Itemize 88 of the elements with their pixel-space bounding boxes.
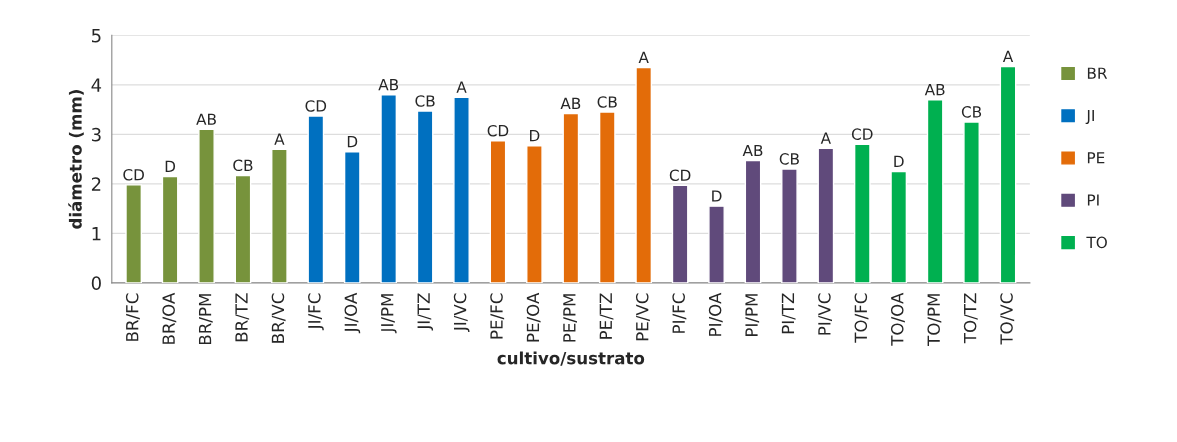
data-label: CB <box>779 153 799 165</box>
bar <box>380 94 398 283</box>
y-tick-label: 0 <box>91 276 101 290</box>
data-label: CB <box>233 159 253 172</box>
x-tick-label: JI/OA <box>344 292 361 334</box>
data-label: AB <box>560 97 581 110</box>
x-tick-label: JI/TZ <box>417 293 434 331</box>
data-label: CD <box>305 100 327 112</box>
data-label: CD <box>123 168 144 181</box>
data-label: A <box>638 51 649 63</box>
x-tick-label: TO/TZ <box>963 293 978 344</box>
x-axis-title: cultivo/sustrato <box>497 351 645 366</box>
y-tick-label: 4 <box>91 78 102 92</box>
bar <box>890 170 908 283</box>
bar <box>161 175 179 283</box>
data-label: CD <box>487 124 509 137</box>
bar <box>307 115 325 283</box>
x-tick-label: TO/FC <box>854 293 869 343</box>
x-tick-label: BR/FC <box>125 293 140 341</box>
x-tick-label: JI/FC <box>308 293 324 331</box>
data-label: D <box>712 190 722 202</box>
x-tick-label: JI/PM <box>381 294 397 334</box>
legend-label: PI <box>1087 194 1099 206</box>
bar <box>853 143 871 283</box>
x-tick-label: PI/OA <box>708 292 723 336</box>
data-label: A <box>820 132 831 144</box>
x-tick-label: PI/VC <box>818 293 833 335</box>
data-label: CB <box>961 106 982 118</box>
data-label: AB <box>196 113 216 125</box>
x-tick-label: PI/PM <box>745 294 760 336</box>
data-label: D <box>894 155 904 167</box>
x-tick-label: PE/FC <box>490 293 505 339</box>
bar <box>999 65 1017 283</box>
data-label: AB <box>742 144 763 157</box>
bar <box>562 112 580 283</box>
bar <box>198 128 215 283</box>
bar <box>271 148 288 283</box>
data-label: AB <box>924 84 945 96</box>
x-tick-label: BR/TZ <box>235 293 250 342</box>
bar <box>343 150 361 283</box>
bar <box>234 174 252 283</box>
legend-label: BR <box>1087 67 1108 79</box>
bar <box>926 99 944 283</box>
bar <box>526 145 543 283</box>
x-tick-label: PE/OA <box>526 292 541 342</box>
data-label: D <box>347 135 358 148</box>
x-tick-label: PE/TZ <box>599 293 614 339</box>
bar <box>453 96 470 283</box>
x-tick-label: BR/OA <box>162 292 177 344</box>
bar <box>708 205 725 283</box>
y-axis-title: diámetro (mm) <box>68 90 84 229</box>
x-tick-label: BR/PM <box>198 294 213 345</box>
x-tick-label: TO/VC <box>1000 293 1015 345</box>
data-label: CD <box>851 128 873 140</box>
data-label: CB <box>415 95 435 107</box>
x-tick-label: PE/PM <box>563 294 577 342</box>
bar <box>416 110 434 283</box>
x-tick-label: TO/OA <box>890 292 905 346</box>
data-label: D <box>530 130 540 142</box>
data-label: A <box>1002 50 1014 62</box>
y-tick-label: 3 <box>91 127 101 142</box>
bar <box>598 111 616 283</box>
bar <box>744 159 762 283</box>
bar <box>781 168 798 283</box>
data-label: CB <box>597 96 617 108</box>
x-tick-label: PI/FC <box>672 293 687 333</box>
data-label: AB <box>378 79 399 91</box>
x-tick-label: TO/PM <box>927 294 942 346</box>
data-label: CD <box>669 169 691 182</box>
bar <box>817 147 835 283</box>
y-tick-label: 2 <box>91 177 101 191</box>
bar <box>963 121 980 283</box>
y-tick-label: 5 <box>92 29 101 43</box>
legend-label: JI <box>1085 109 1094 125</box>
bar <box>635 66 653 283</box>
bar <box>671 184 689 283</box>
data-label: A <box>274 133 285 145</box>
x-tick-label: PI/TZ <box>781 293 796 334</box>
x-tick-label: JI/VC <box>453 293 470 332</box>
data-label: D <box>165 160 176 172</box>
x-tick-label: PE/VC <box>635 293 650 341</box>
legend-label: PE <box>1087 152 1105 164</box>
y-tick-label: 1 <box>92 227 101 241</box>
bar <box>125 184 143 283</box>
data-label: A <box>456 81 467 93</box>
bar <box>489 140 507 283</box>
legend-label: TO <box>1086 236 1107 249</box>
x-tick-label: BR/VC <box>271 293 286 343</box>
